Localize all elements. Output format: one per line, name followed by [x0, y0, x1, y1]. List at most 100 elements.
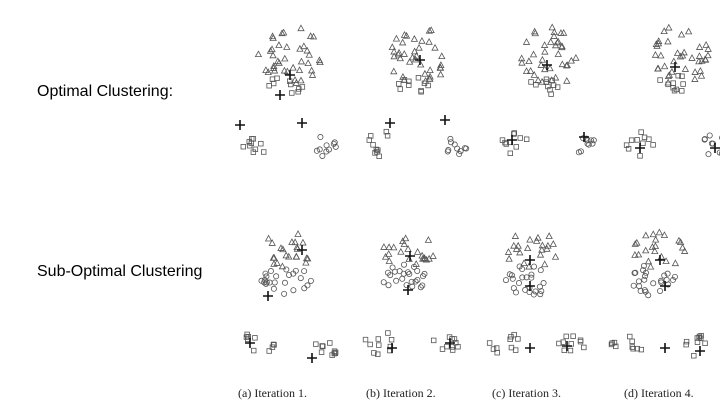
triangle-marker	[688, 54, 696, 61]
triangle-marker	[273, 259, 281, 266]
optimal-iteration-2-plot	[366, 26, 470, 159]
triangle-marker	[264, 234, 273, 242]
square-marker	[375, 351, 381, 357]
circle-marker	[523, 274, 530, 281]
triangle-marker	[390, 243, 398, 251]
triangle-marker	[558, 60, 567, 68]
triangle-marker	[545, 232, 553, 239]
triangle-marker	[544, 241, 552, 249]
circle-marker	[391, 268, 398, 275]
triangle-marker	[302, 258, 310, 266]
square-marker	[384, 133, 391, 139]
triangle-marker	[541, 260, 549, 268]
triangle-marker	[390, 67, 398, 75]
centroid-plus-marker	[297, 118, 307, 128]
triangle-marker	[417, 60, 425, 68]
square-marker	[523, 136, 530, 142]
circle-marker	[701, 135, 708, 142]
circle-marker	[262, 270, 269, 277]
circle-marker	[317, 134, 324, 141]
triangle-marker	[410, 47, 419, 55]
triangle-marker	[268, 239, 276, 246]
square-marker	[295, 89, 301, 95]
triangle-marker	[268, 45, 276, 53]
centroid-plus-marker	[385, 118, 395, 128]
square-marker	[362, 336, 369, 343]
circle-marker	[670, 276, 677, 283]
circle-marker	[641, 276, 648, 283]
triangle-marker	[281, 54, 289, 62]
square-marker	[439, 346, 446, 352]
circle-marker	[706, 132, 713, 139]
square-marker	[577, 337, 584, 343]
triangle-marker	[642, 231, 650, 239]
circle-marker	[411, 263, 418, 270]
circle-marker	[414, 267, 421, 274]
triangle-marker	[511, 232, 520, 239]
centroid-plus-marker	[285, 70, 295, 80]
triangle-marker	[405, 255, 413, 262]
triangle-marker	[504, 248, 513, 255]
square-marker	[503, 141, 509, 147]
triangle-marker	[664, 37, 672, 45]
circle-marker	[705, 151, 712, 158]
triangle-marker	[676, 238, 685, 246]
triangle-marker	[653, 41, 661, 49]
triangle-marker	[562, 61, 571, 69]
triangle-marker	[308, 71, 317, 78]
optimal-iteration-4-plot	[623, 23, 720, 159]
triangle-marker	[307, 66, 316, 74]
square-marker	[269, 344, 276, 350]
triangle-marker	[696, 67, 705, 74]
circle-marker	[636, 283, 643, 290]
triangle-marker	[415, 43, 423, 51]
suboptimal-iteration-2-plot	[362, 234, 461, 357]
triangle-marker	[292, 79, 300, 86]
square-marker	[567, 347, 574, 354]
square-marker	[507, 336, 513, 343]
circle-marker	[585, 141, 592, 148]
triangle-marker	[541, 47, 549, 55]
triangle-marker	[657, 51, 665, 59]
caption-iteration-4: (d) Iteration 4.	[624, 386, 694, 400]
triangle-marker	[631, 240, 639, 247]
triangle-marker	[388, 43, 396, 51]
centroid-plus-marker	[562, 341, 572, 351]
square-marker	[702, 340, 708, 346]
suboptimal-iteration-4-plot	[608, 228, 708, 359]
triangle-marker	[505, 254, 513, 262]
triangle-marker	[518, 58, 526, 66]
triangle-marker	[567, 56, 575, 64]
square-marker	[511, 130, 518, 136]
square-marker	[366, 137, 372, 143]
circle-marker	[538, 288, 545, 295]
square-marker	[657, 77, 663, 83]
triangle-marker	[646, 262, 655, 270]
sub-optimal-clustering-label: Sub-Optimal Clustering	[37, 263, 203, 280]
square-marker	[549, 77, 555, 84]
centroid-plus-marker	[403, 285, 413, 295]
square-marker	[630, 346, 636, 352]
triangle-marker	[400, 240, 408, 247]
square-marker	[367, 341, 373, 348]
circle-marker	[273, 273, 280, 280]
circle-marker	[263, 273, 270, 280]
circle-marker	[531, 263, 538, 270]
square-marker	[547, 87, 553, 93]
triangle-marker	[680, 247, 689, 254]
triangle-marker	[278, 262, 287, 270]
triangle-marker	[631, 251, 639, 258]
triangle-marker	[551, 41, 560, 49]
triangle-marker	[385, 257, 393, 264]
circle-marker	[281, 279, 288, 286]
triangle-marker	[418, 251, 426, 259]
triangle-marker	[268, 32, 277, 40]
suboptimal-iteration-1-plot	[243, 230, 339, 363]
triangle-marker	[304, 59, 312, 67]
triangle-marker	[634, 250, 643, 258]
square-marker	[691, 353, 697, 359]
triangle-marker	[660, 231, 669, 239]
circle-marker	[658, 277, 665, 284]
square-marker	[486, 340, 493, 346]
triangle-marker	[701, 55, 709, 63]
